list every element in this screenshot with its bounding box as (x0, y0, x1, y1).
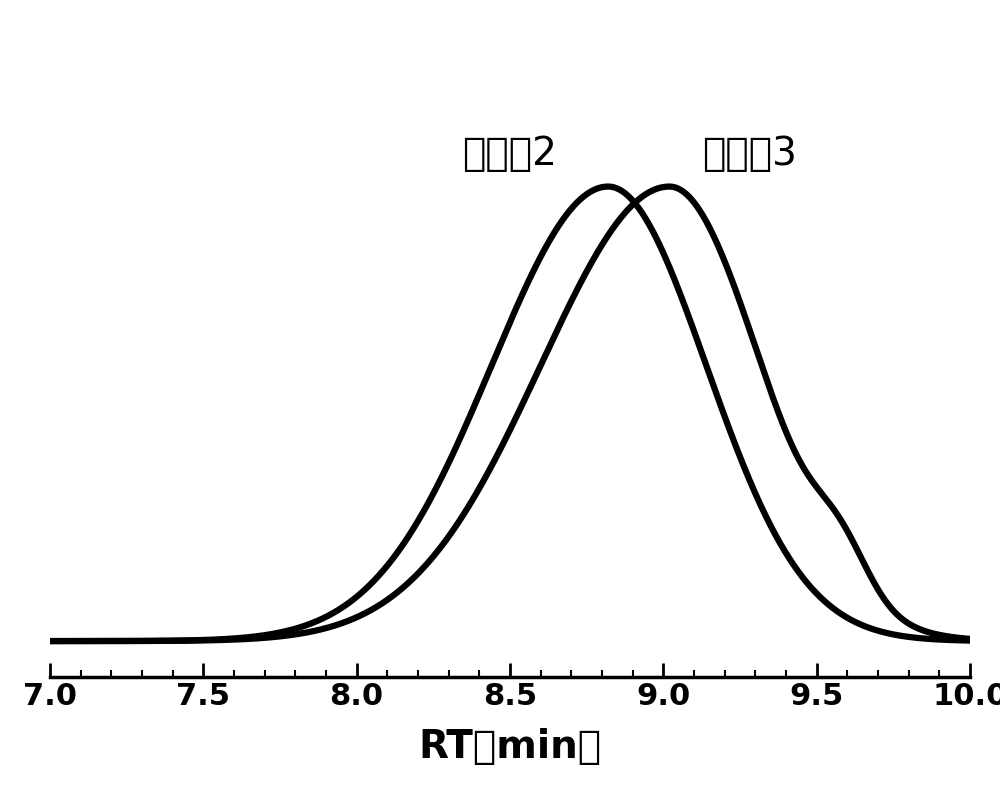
Text: 实施例2: 实施例2 (463, 135, 557, 173)
X-axis label: RT（min）: RT（min） (418, 728, 602, 766)
Text: 实施例3: 实施例3 (702, 135, 797, 173)
